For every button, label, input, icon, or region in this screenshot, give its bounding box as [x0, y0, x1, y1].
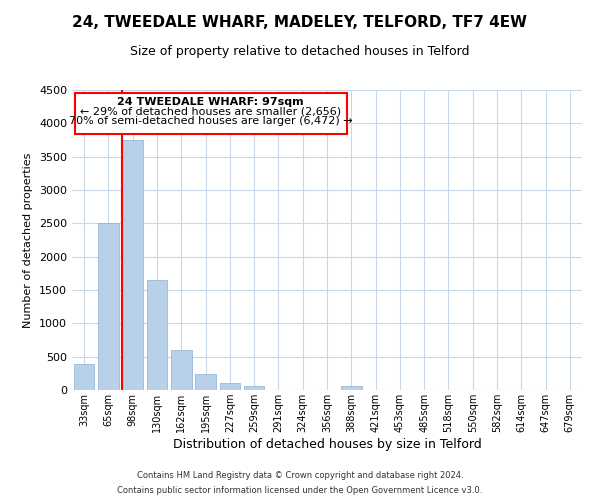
- Y-axis label: Number of detached properties: Number of detached properties: [23, 152, 34, 328]
- Bar: [74, 364, 94, 390]
- Text: 70% of semi-detached houses are larger (6,472) →: 70% of semi-detached houses are larger (…: [69, 116, 353, 126]
- X-axis label: Distribution of detached houses by size in Telford: Distribution of detached houses by size …: [173, 438, 481, 451]
- Text: 24 TWEEDALE WHARF: 97sqm: 24 TWEEDALE WHARF: 97sqm: [118, 96, 304, 106]
- Bar: [122, 140, 143, 390]
- Bar: [341, 386, 362, 390]
- Bar: [98, 224, 119, 390]
- Bar: [220, 384, 240, 390]
- Text: 24, TWEEDALE WHARF, MADELEY, TELFORD, TF7 4EW: 24, TWEEDALE WHARF, MADELEY, TELFORD, TF…: [73, 15, 527, 30]
- FancyBboxPatch shape: [74, 93, 347, 134]
- Text: Contains public sector information licensed under the Open Government Licence v3: Contains public sector information licen…: [118, 486, 482, 495]
- Text: Size of property relative to detached houses in Telford: Size of property relative to detached ho…: [130, 45, 470, 58]
- Bar: [171, 350, 191, 390]
- Text: Contains HM Land Registry data © Crown copyright and database right 2024.: Contains HM Land Registry data © Crown c…: [137, 471, 463, 480]
- Bar: [146, 280, 167, 390]
- Text: ← 29% of detached houses are smaller (2,656): ← 29% of detached houses are smaller (2,…: [80, 106, 341, 117]
- Bar: [244, 386, 265, 390]
- Bar: [195, 374, 216, 390]
